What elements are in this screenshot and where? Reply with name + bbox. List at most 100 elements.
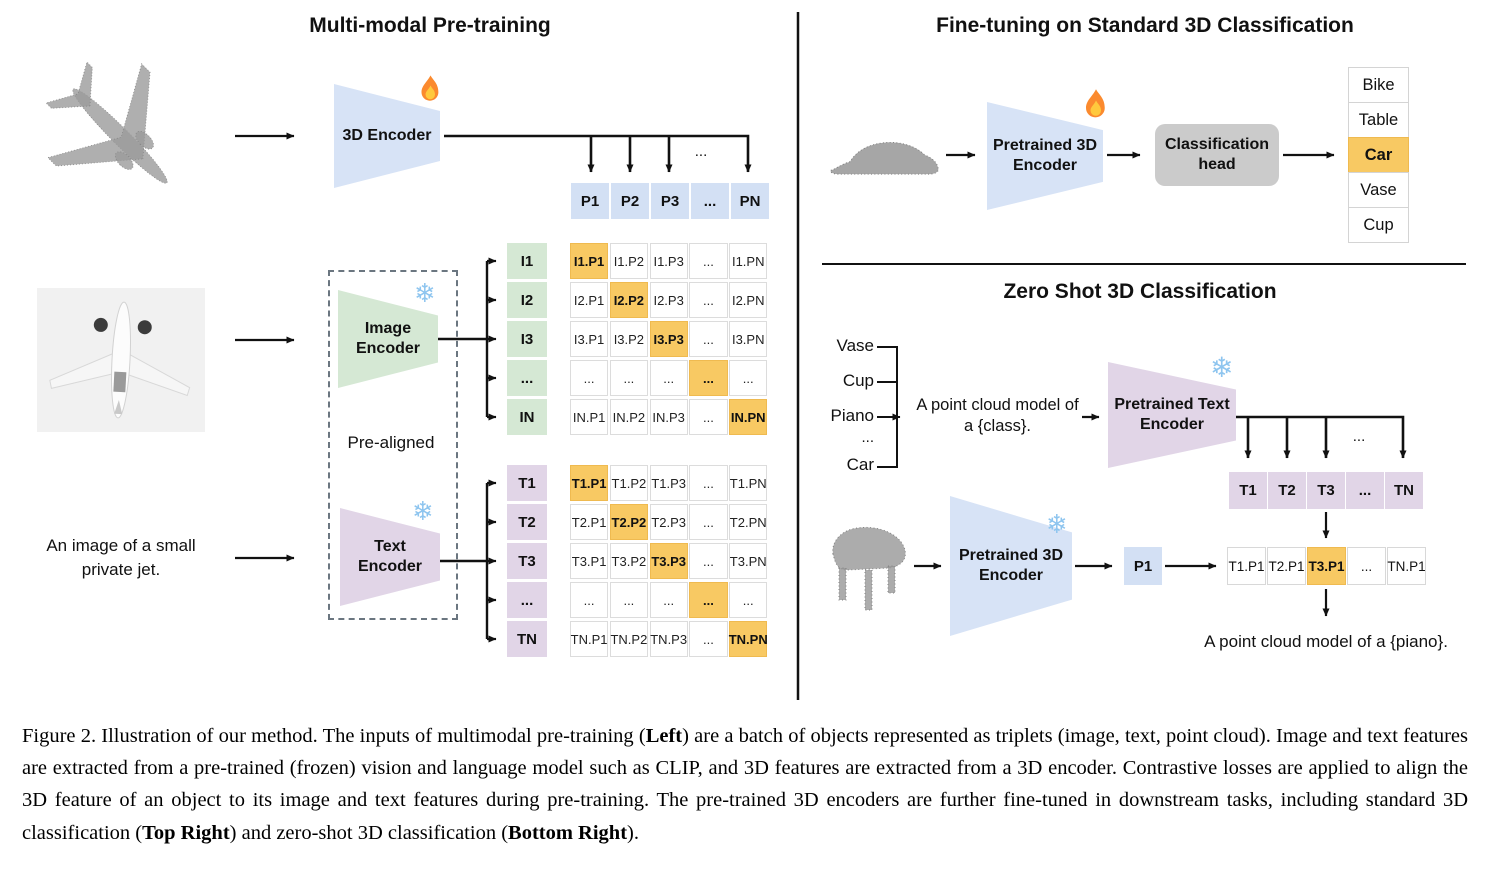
similarity-cell: TN.PN [729, 621, 768, 657]
zeroshot-class-label: ... [861, 429, 874, 446]
text-feature-cell: T3 [507, 543, 547, 579]
similarity-cell: ... [1347, 547, 1386, 585]
text-feature-cell: T2 [1268, 472, 1306, 509]
similarity-cell: IN.PN [729, 399, 768, 435]
airplane-point-cloud [45, 61, 168, 184]
image-feature-cell: ... [507, 360, 547, 396]
image-feature-cell: I2 [507, 282, 547, 318]
jet-photo-drawing [49, 301, 191, 419]
classification-head: Classification head [1155, 124, 1279, 186]
p-feature-cell: P1 [571, 183, 609, 219]
similarity-cell: ... [649, 360, 688, 396]
similarity-cell: T1.P1 [1227, 547, 1266, 585]
class-cell: Bike [1348, 67, 1409, 103]
p-feature-row: P1 P2 P3... PN [571, 183, 769, 219]
similarity-cell: T3.PN [729, 543, 768, 579]
similarity-cell: ... [689, 582, 728, 618]
text-feature-cell: ... [507, 582, 547, 618]
similarity-cell: I2.P3 [649, 282, 688, 318]
similarity-cell: ... [570, 360, 609, 396]
text-feature-cell: T1 [507, 465, 547, 501]
p1-feature-cell: P1 [1124, 547, 1162, 585]
class-cell: Cup [1348, 207, 1409, 243]
similarity-cell: I2.P2 [609, 282, 648, 318]
text-feature-cell: TN [507, 621, 547, 657]
similarity-cell: T1.P2 [609, 465, 648, 501]
text-encoder: Text Encoder [340, 508, 440, 606]
similarity-cell: I1.P2 [609, 243, 648, 279]
similarity-cell: I3.P3 [649, 321, 688, 357]
similarity-cell: ... [729, 360, 768, 396]
similarity-cell: I2.PN [729, 282, 768, 318]
similarity-cell: ... [689, 543, 728, 579]
caption-text: ) and zero-shot 3D classification ( [229, 821, 509, 844]
similarity-cell: TN.P2 [609, 621, 648, 657]
similarity-cell: T2.P1 [570, 504, 609, 540]
p-feature-cell: PN [731, 183, 769, 219]
similarity-cell: ... [729, 582, 768, 618]
similarity-cell: T3.P3 [649, 543, 688, 579]
image-feature-labels: I1 I2 I3... IN [507, 243, 547, 435]
similarity-cell: TN.P3 [649, 621, 688, 657]
snowflake-icon: ❄ [1210, 351, 1234, 384]
finetuning-title: Fine-tuning on Standard 3D Classificatio… [936, 14, 1354, 37]
similarity-cell: T3.P1 [570, 543, 609, 579]
similarity-cell: T1.P3 [649, 465, 688, 501]
pre-aligned-box [328, 270, 458, 620]
similarity-cell: T1.PN [729, 465, 768, 501]
text-feature-row: T1 T2 T3... TN [1229, 472, 1423, 509]
similarity-cell: I3.P2 [609, 321, 648, 357]
flame-icon [1086, 89, 1105, 118]
similarity-cell: ... [689, 243, 728, 279]
similarity-cell: T2.P1 [1267, 547, 1306, 585]
similarity-cell: ... [649, 582, 688, 618]
similarity-cell: ... [570, 582, 609, 618]
zeroshot-title: Zero Shot 3D Classification [1003, 280, 1277, 303]
zeroshot-class-names: Vase Cup Piano... Car [808, 330, 874, 480]
pretraining-title: Multi-modal Pre-training [309, 14, 551, 37]
similarity-cell: T1.P1 [570, 465, 609, 501]
text-feature-cell: T3 [1307, 472, 1345, 509]
snowflake-icon: ❄ [414, 279, 436, 309]
pre-aligned-label: Pre-aligned [347, 433, 435, 452]
similarity-cell: I1.PN [729, 243, 768, 279]
text-feature-cell: TN [1385, 472, 1423, 509]
similarity-cell: I3.PN [729, 321, 768, 357]
p-feature-cell: P2 [611, 183, 649, 219]
snowflake-icon: ❄ [412, 497, 434, 527]
similarity-result-row: T1.P1 T2.P1 T3.P1... TN.P1 [1227, 547, 1426, 585]
jet-photo [37, 288, 205, 432]
caption-bold-text: Bottom Right [508, 821, 628, 844]
similarity-cell: T2.P3 [649, 504, 688, 540]
similarity-cell: ... [689, 360, 728, 396]
caption-bold-text: Top Right [142, 821, 230, 844]
figure-2-diagram: Multi-modal Pre-training 3D Encoder ... … [37, 12, 1466, 700]
class-cell: Vase [1348, 172, 1409, 208]
text-feature-labels: T1 T2 T3... TN [507, 465, 547, 657]
similarity-cell: ... [689, 504, 728, 540]
similarity-cell: I1.P3 [649, 243, 688, 279]
caption-text: ). [627, 821, 639, 844]
snowflake-icon: ❄ [1046, 510, 1068, 540]
trunk-ellipsis: ... [1352, 428, 1366, 445]
image-feature-cell: I3 [507, 321, 547, 357]
similarity-cell: I1.P1 [570, 243, 609, 279]
similarity-cell: IN.P2 [609, 399, 648, 435]
classification-class-list: Bike Table Car Vase Cup [1348, 67, 1409, 243]
caption-text: ) are a batch of objects represented as … [22, 725, 1469, 844]
p-feature-cell: ... [691, 183, 729, 219]
similarity-cell: T2.PN [729, 504, 768, 540]
image-feature-cell: IN [507, 399, 547, 435]
similarity-cell: ... [689, 465, 728, 501]
zeroshot-class-label: Piano [830, 406, 874, 425]
similarity-cell: T2.P2 [609, 504, 648, 540]
zeroshot-result-caption: A point cloud model of a {piano}. [1204, 632, 1448, 651]
text-feature-cell: T2 [507, 504, 547, 540]
text-feature-cell: ... [1346, 472, 1384, 509]
similarity-cell: IN.P1 [570, 399, 609, 435]
similarity-cell: I2.P1 [570, 282, 609, 318]
similarity-cell: ... [609, 360, 648, 396]
similarity-cell: ... [609, 582, 648, 618]
zeroshot-class-label: Car [846, 455, 874, 474]
p-feature-cell: P3 [651, 183, 689, 219]
